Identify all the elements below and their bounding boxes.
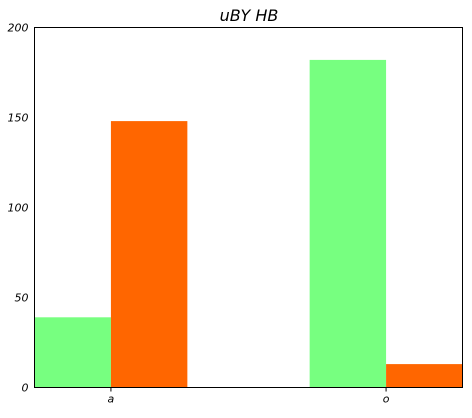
bar-a-series-2 [110, 121, 188, 388]
y-axis: 0 50 100 150 200 [8, 22, 29, 395]
y-tick-label-0: 0 [22, 382, 29, 395]
x-tick-label-o: o [383, 393, 390, 406]
bar-a-series-1 [34, 317, 111, 388]
bar-o-series-1 [309, 59, 387, 388]
y-tick-label-200: 200 [8, 22, 29, 35]
chart-title: uBY HB [220, 6, 279, 25]
bar-o-series-2 [386, 364, 463, 388]
y-tick-label-50: 50 [15, 292, 29, 305]
y-tick-label-100: 100 [8, 202, 29, 215]
y-tick-label-150: 150 [8, 112, 29, 125]
plot-area-frame [34, 27, 463, 388]
bars-group [34, 59, 463, 388]
x-tick-label-a: a [108, 393, 115, 406]
